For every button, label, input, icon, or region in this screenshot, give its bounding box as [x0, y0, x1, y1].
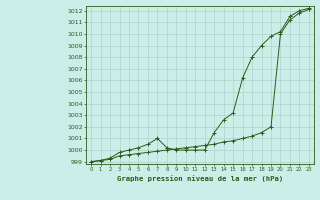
X-axis label: Graphe pression niveau de la mer (hPa): Graphe pression niveau de la mer (hPa) [117, 175, 283, 182]
